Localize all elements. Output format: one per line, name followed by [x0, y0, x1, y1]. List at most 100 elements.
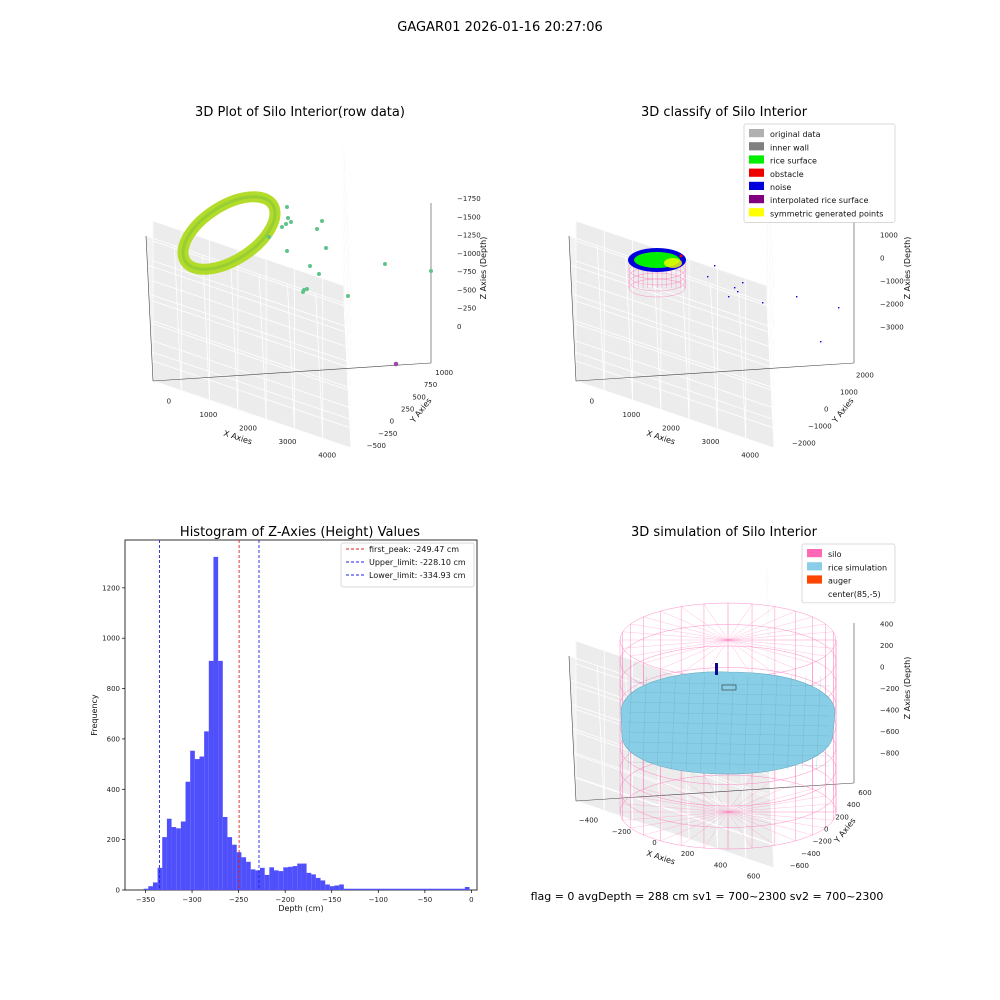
classify-legend: original data inner wall rice surface obsta…	[743, 123, 896, 223]
histogram-bar	[409, 888, 414, 890]
raw-ring-gap	[235, 234, 245, 242]
raw-scatter-point	[315, 227, 319, 231]
classify-noise-point	[838, 307, 840, 309]
histogram-bar	[269, 867, 274, 890]
histogram-bar	[190, 750, 195, 890]
histogram-bar	[283, 867, 288, 890]
classify-z-tick: 1000	[880, 232, 898, 240]
classify-y-tick: 1000	[840, 389, 858, 397]
classify-legend-label: noise	[770, 183, 791, 192]
classify-legend-label: symmetric generated points	[770, 209, 883, 218]
raw-x-tick: 2000	[239, 425, 257, 433]
classify-legend-label: obstacle	[770, 170, 804, 179]
classify-plot-axes-box	[568, 142, 855, 449]
simulation-3d-plot: 3D simulation of Silo Interior −400 −200 0…	[568, 525, 912, 880]
histogram-bar	[422, 888, 428, 890]
simulation-plot-geometry	[619, 602, 837, 850]
raw-plot-x-ticks: 0 1000 2000 3000 4000	[167, 398, 337, 460]
histogram-bar	[148, 886, 153, 890]
histogram-bar	[464, 886, 470, 890]
histogram-bar	[301, 863, 307, 890]
simulation-legend-label: center(85,-5)	[828, 590, 881, 599]
histogram-y-tick: 0	[116, 887, 120, 895]
histogram-legend-label: first_peak: -249.47 cm	[369, 545, 459, 554]
simulation-legend-label: silo	[828, 550, 842, 559]
classify-noise-point	[742, 282, 744, 284]
histogram-bar	[232, 844, 237, 890]
histogram-bar	[260, 867, 265, 890]
classify-x-tick: 1000	[622, 411, 640, 419]
histogram-bar	[264, 874, 270, 890]
histogram-legend-label: Upper_limit: -228.10 cm	[369, 558, 466, 567]
histogram-bar	[185, 781, 191, 890]
histogram-y-ticks: 0 200 400 600 800 1000 1200	[102, 584, 125, 895]
classify-z-tick: 0	[880, 255, 884, 263]
classify-legend-label: rice surface	[770, 157, 817, 166]
histogram-bar	[455, 888, 461, 890]
raw-plot-z-ticks: 0 −250 −500 −750 −1000 −1250 −1500 −1750	[457, 195, 481, 331]
simulation-rice-surface	[620, 671, 836, 775]
simulation-plot-z-label: Z Axies (Depth)	[903, 657, 912, 720]
histogram-y-tick: 800	[107, 685, 120, 693]
histogram-bar	[418, 888, 423, 890]
simulation-z-tick: −800	[880, 749, 899, 757]
histogram-x-ticks: −350 −300 −250 −200 −150 −100 −50 0	[136, 890, 474, 904]
simulation-y-tick: −200	[813, 838, 832, 846]
classify-plot-title: 3D classify of Silo Interior	[641, 105, 808, 120]
raw-z-tick: −1000	[457, 250, 481, 258]
raw-y-tick: 250	[401, 406, 414, 414]
histogram-bar	[367, 888, 372, 890]
histogram-bar	[162, 837, 167, 890]
histogram-bar	[227, 837, 233, 890]
histogram-bar	[246, 861, 251, 890]
histogram-x-tick: −350	[136, 896, 155, 904]
histogram-y-label: Frequency	[90, 694, 99, 736]
raw-y-tick: 750	[424, 381, 437, 389]
histogram-bar	[166, 818, 172, 890]
histogram-bar	[325, 884, 330, 890]
status-line: flag = 0 avgDepth = 288 cm sv1 = 700~230…	[531, 890, 884, 903]
histogram-bar	[436, 888, 442, 890]
classify-plot-y-ticks: −2000 −1000 0 1000 2000	[792, 372, 874, 448]
simulation-legend-swatch	[807, 549, 822, 558]
raw-y-tick: −250	[378, 430, 397, 438]
histogram-reference-lines	[159, 540, 260, 890]
raw-scatter-point	[346, 294, 350, 298]
classify-plot-z-ticks: 1000 0 −1000 −2000 −3000	[880, 232, 904, 332]
simulation-y-tick: 600	[858, 789, 871, 797]
raw-z-tick: 0	[457, 323, 461, 331]
classify-plot-points	[628, 248, 840, 343]
histogram-y-tick: 600	[107, 735, 120, 743]
classify-legend-swatch	[749, 208, 764, 217]
histogram-bar	[306, 872, 312, 890]
raw-z-tick: −250	[457, 305, 476, 313]
histogram-bar	[171, 827, 177, 890]
classify-noise-point	[762, 302, 764, 304]
histogram-bar	[381, 888, 386, 890]
simulation-center-marker	[715, 663, 718, 675]
raw-scatter-point	[285, 249, 289, 253]
histogram-x-tick: −50	[417, 896, 432, 904]
classify-x-tick: 3000	[702, 438, 720, 446]
histogram-bar	[376, 888, 382, 890]
histogram-y-tick: 400	[107, 786, 120, 794]
histogram-x-tick: 0	[469, 896, 473, 904]
classify-legend-label: inner wall	[770, 143, 809, 152]
classify-plot-x-ticks: 0 1000 2000 3000 4000	[590, 398, 760, 460]
histogram-y-tick: 1200	[102, 584, 120, 592]
raw-x-tick: 1000	[199, 411, 217, 419]
histogram-bar	[432, 888, 437, 890]
histogram-bar	[390, 888, 396, 890]
classify-noise-point	[714, 265, 716, 267]
raw-scatter-point	[324, 246, 328, 250]
histogram-bar	[199, 756, 205, 890]
histogram-bar	[157, 867, 163, 890]
classify-legend-swatch	[749, 155, 764, 164]
raw-scatter-point	[308, 264, 312, 268]
histogram-bar	[343, 888, 349, 890]
raw-y-tick: 500	[412, 393, 425, 401]
histogram-bar	[315, 877, 321, 890]
histogram-x-tick: −100	[369, 896, 388, 904]
simulation-z-tick: 0	[880, 664, 884, 672]
histogram-bar	[357, 888, 363, 890]
